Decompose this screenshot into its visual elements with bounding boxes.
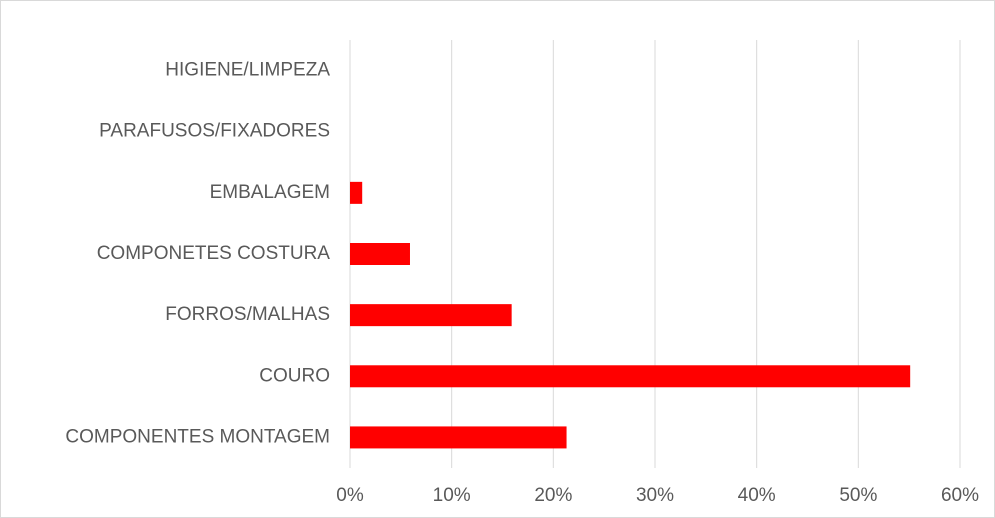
y-tick-label: PARAFUSOS/FIXADORES — [99, 121, 330, 142]
x-tick-label: 40% — [738, 485, 776, 506]
y-tick-label: FORROS/MALHAS — [165, 304, 330, 325]
y-tick-label: HIGIENE/LIMPEZA — [165, 60, 330, 81]
y-tick-label: COMPONETES COSTURA — [97, 243, 331, 264]
x-tick-label: 10% — [433, 485, 471, 506]
bar — [350, 181, 363, 204]
x-tick-label: 0% — [336, 485, 364, 506]
bar — [350, 304, 512, 327]
x-tick-label: 20% — [534, 485, 572, 506]
bar — [350, 365, 911, 388]
x-tick-label: 60% — [941, 485, 979, 506]
y-tick-label: EMBALAGEM — [210, 182, 330, 203]
y-tick-label: COMPONENTES MONTAGEM — [65, 426, 330, 447]
bar — [350, 426, 567, 449]
bar — [350, 243, 410, 265]
x-tick-label: 30% — [636, 485, 674, 506]
y-tick-label: COURO — [259, 365, 330, 386]
x-tick-label: 50% — [839, 485, 877, 506]
